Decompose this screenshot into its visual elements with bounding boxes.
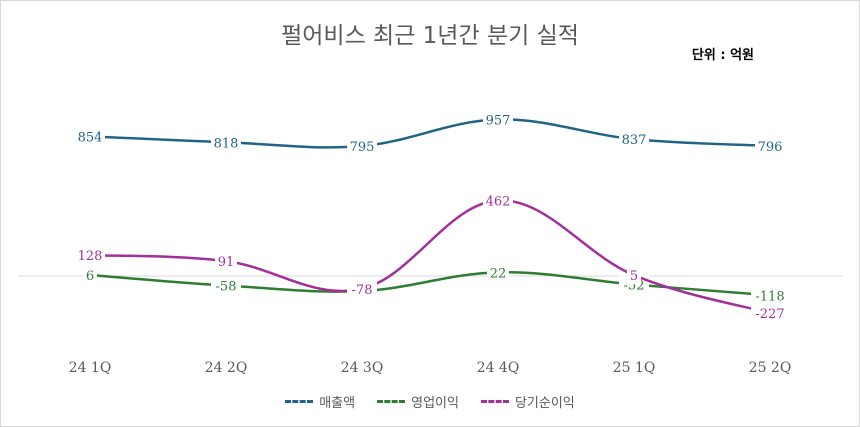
revenue-label-bg bbox=[619, 130, 649, 149]
net-income-data-label: 91 bbox=[218, 255, 235, 270]
revenue-data-label: 796 bbox=[758, 140, 783, 155]
operating-profit-label-bg bbox=[619, 275, 649, 294]
operating-profit-data-label: -118 bbox=[755, 289, 784, 304]
x-tick-label: 25 1Q bbox=[613, 360, 656, 376]
operating-profit-line bbox=[89, 271, 771, 297]
revenue-data-label: 957 bbox=[486, 114, 511, 129]
operating-profit-label-bg bbox=[211, 276, 241, 295]
operating-profit-data-label: 22 bbox=[490, 266, 507, 281]
legend-swatch bbox=[480, 400, 509, 403]
revenue-label-bg bbox=[211, 133, 241, 152]
operating-profit-data-label: 6 bbox=[86, 269, 94, 284]
net-income-label-bg bbox=[751, 304, 789, 323]
legend-item: 당기순이익 bbox=[480, 392, 575, 411]
revenue-data-label: 854 bbox=[78, 130, 103, 145]
net-income-label-bg bbox=[215, 252, 237, 271]
operating-profit-data-label: -58 bbox=[216, 279, 237, 294]
net-income-label-bg bbox=[75, 246, 105, 265]
revenue-data-label: 818 bbox=[214, 136, 239, 151]
net-income-data-label: 128 bbox=[78, 249, 103, 264]
revenue-data-label: 837 bbox=[622, 133, 647, 148]
net-income-label-bg bbox=[347, 279, 377, 298]
revenue-label-bg bbox=[755, 136, 785, 155]
revenue-label-bg bbox=[347, 137, 377, 156]
chart-title: 펄어비스 최근 1년간 분기 실적 bbox=[281, 23, 579, 49]
legend: 매출액 영업이익 당기순이익 bbox=[0, 392, 860, 411]
revenue-line bbox=[89, 118, 771, 149]
net-income-label-bg bbox=[627, 266, 641, 285]
net-income-data-label: 462 bbox=[486, 194, 511, 209]
net-income-label-bg bbox=[483, 191, 513, 210]
x-tick-label: 24 2Q bbox=[205, 360, 248, 376]
operating-profit-label-bg bbox=[83, 266, 97, 285]
legend-label: 당기순이익 bbox=[514, 396, 575, 411]
x-tick-label: 24 3Q bbox=[341, 360, 384, 376]
net-income-data-label: -78 bbox=[352, 283, 373, 298]
net-income-data-label: -227 bbox=[755, 307, 784, 322]
x-axis-ticks: 24 1Q 24 2Q 24 3Q 24 4Q 25 1Q 25 2Q bbox=[69, 360, 792, 376]
legend-item: 매출액 bbox=[285, 392, 355, 411]
legend-swatch bbox=[285, 400, 314, 403]
legend-label: 영업이익 bbox=[411, 396, 459, 411]
revenue-label-bg bbox=[75, 127, 105, 146]
x-tick-label: 24 1Q bbox=[69, 360, 112, 376]
x-tick-label: 25 2Q bbox=[749, 360, 792, 376]
series-layer: 8548187959578377966-58-9222-52-11812891-… bbox=[75, 110, 789, 323]
legend-swatch bbox=[377, 400, 406, 403]
net-income-line bbox=[89, 199, 771, 315]
legend-item: 영업이익 bbox=[377, 392, 459, 411]
legend-label: 매출액 bbox=[319, 396, 356, 411]
revenue-data-label: 795 bbox=[350, 140, 375, 155]
net-income-data-label: 5 bbox=[630, 269, 638, 284]
unit-label: 단위 : 억원 bbox=[691, 48, 754, 63]
revenue-label-bg bbox=[483, 110, 513, 129]
operating-profit-label-bg bbox=[751, 286, 789, 305]
operating-profit-label-bg bbox=[487, 263, 509, 282]
x-tick-label: 24 4Q bbox=[477, 360, 520, 376]
